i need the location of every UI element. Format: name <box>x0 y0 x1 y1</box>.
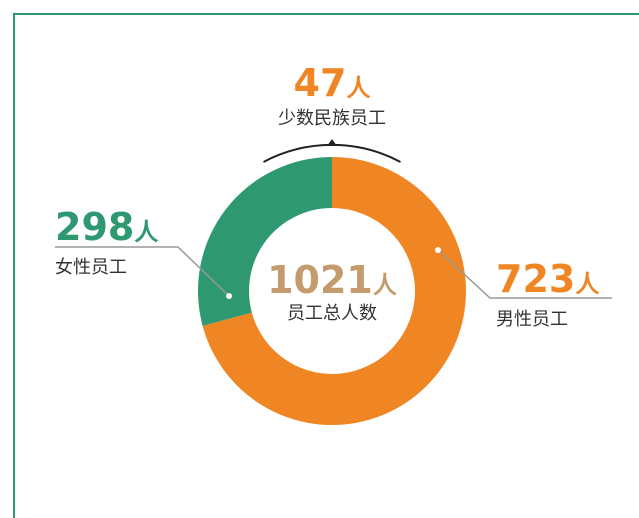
unit: 人 <box>134 218 158 246</box>
leader-line <box>437 249 612 299</box>
male-label: 男性员工 <box>496 309 568 330</box>
total-label: 员工总人数 <box>287 303 377 324</box>
female-value: 298人 <box>55 205 158 249</box>
female-label: 女性员工 <box>55 257 127 278</box>
total-value: 1021人 <box>267 258 397 302</box>
annotation-value: 47人 <box>294 61 371 105</box>
number: 298 <box>55 205 134 249</box>
donut-segment <box>198 157 332 326</box>
unit: 人 <box>575 270 599 298</box>
leader-dot <box>435 247 441 253</box>
number: 723 <box>496 257 575 301</box>
male-value: 723人 <box>496 257 599 301</box>
annotation-label: 少数民族员工 <box>278 108 386 129</box>
number: 47 <box>294 61 347 105</box>
number: 1021 <box>267 258 373 302</box>
unit: 人 <box>346 74 370 102</box>
unit: 人 <box>373 271 397 299</box>
frame <box>13 13 639 518</box>
donut-segment <box>202 157 466 425</box>
leader-dot <box>226 293 232 299</box>
annotation-pointer <box>327 139 337 146</box>
leader-line <box>55 246 230 297</box>
ring <box>198 157 466 425</box>
